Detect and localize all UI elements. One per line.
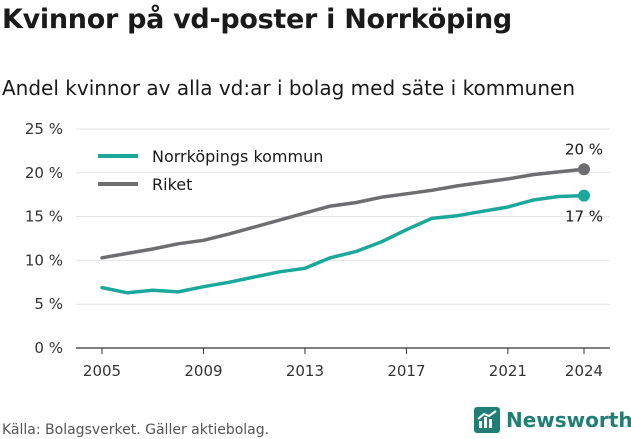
chart-title: Kvinnor på vd-poster i Norrköping bbox=[2, 4, 512, 35]
end-value-label-riket: 20 % bbox=[565, 140, 603, 158]
series-line-riket bbox=[100, 167, 586, 260]
y-tick-label: 20 % bbox=[25, 164, 63, 182]
x-tick-label: 2017 bbox=[387, 362, 425, 380]
newsworthy-logo-icon bbox=[474, 407, 500, 433]
y-tick-label: 10 % bbox=[25, 251, 63, 269]
chart-subtitle: Andel kvinnor av alla vd:ar i bolag med … bbox=[2, 76, 575, 100]
newsworthy-logo-text: Newsworthy bbox=[506, 408, 631, 432]
legend-label: Norrköpings kommun bbox=[152, 147, 323, 166]
end-point-riket bbox=[578, 163, 590, 176]
line-chart: 0 % 5 % 10 % 15 % 20 % 25 % 2005 2009 2013 2017 20… bbox=[25, 120, 610, 380]
x-tick-label: 2013 bbox=[286, 362, 324, 380]
x-tick-label: 2005 bbox=[83, 362, 121, 380]
end-value-label-norrkoping: 17 % bbox=[565, 208, 603, 226]
y-tick-label: 5 % bbox=[34, 295, 63, 313]
end-point-norrkoping bbox=[578, 189, 590, 202]
x-tick-label: 2009 bbox=[184, 362, 222, 380]
newsworthy-logo: Newsworthy bbox=[474, 407, 631, 433]
x-tick-label: 2024 bbox=[565, 362, 603, 380]
source-note: Källa: Bolagsverket. Gäller aktiebolag. bbox=[2, 422, 270, 438]
x-tick-label: 2021 bbox=[489, 362, 527, 380]
y-tick-label: 25 % bbox=[25, 120, 63, 138]
y-tick-label: 15 % bbox=[25, 208, 63, 226]
y-tick-label: 0 % bbox=[34, 339, 63, 357]
series-line-norrkoping bbox=[100, 193, 586, 295]
legend-label: Riket bbox=[152, 175, 192, 194]
